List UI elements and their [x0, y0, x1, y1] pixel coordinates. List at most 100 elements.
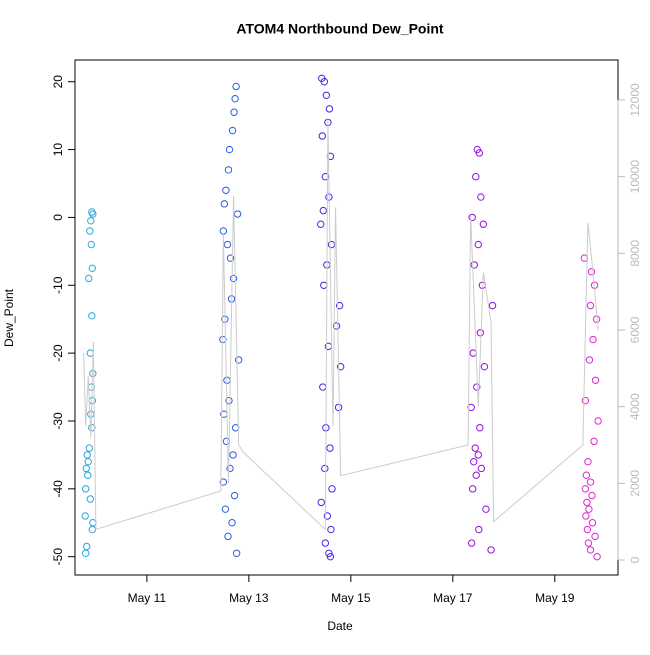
- y-tick-label: -10: [51, 276, 65, 294]
- point: [222, 186, 230, 194]
- point: [321, 464, 329, 473]
- point: [468, 485, 477, 493]
- y-tick-label: 20: [51, 75, 65, 89]
- point: [88, 312, 96, 320]
- point: [335, 301, 344, 310]
- point: [232, 549, 241, 557]
- point: [581, 485, 590, 493]
- point: [488, 301, 497, 310]
- point: [318, 132, 326, 140]
- point: [323, 512, 332, 520]
- point: [584, 539, 593, 547]
- point: [582, 512, 590, 520]
- point: [83, 451, 91, 459]
- y-tick-label: -20: [51, 344, 65, 362]
- point: [328, 485, 336, 493]
- point: [583, 525, 592, 534]
- point: [320, 78, 329, 86]
- y2-tick-label: 0: [628, 556, 642, 563]
- point: [317, 498, 325, 507]
- point: [474, 451, 482, 459]
- point: [472, 173, 480, 181]
- point: [587, 267, 596, 276]
- point: [477, 193, 485, 201]
- y2-tick-label: 12000: [628, 83, 642, 117]
- point: [475, 149, 484, 157]
- point: [476, 424, 484, 432]
- point: [588, 491, 596, 500]
- point: [322, 91, 331, 99]
- point: [326, 552, 335, 561]
- point: [470, 261, 478, 269]
- point: [593, 552, 601, 561]
- point: [472, 471, 480, 479]
- point: [83, 542, 91, 551]
- point: [87, 410, 95, 418]
- point: [88, 525, 97, 534]
- y2-tick-label: 10000: [628, 160, 642, 194]
- point: [582, 471, 591, 479]
- point: [327, 240, 336, 249]
- point: [591, 376, 600, 384]
- point: [594, 417, 602, 425]
- chart-title: ATOM4 Northbound Dew_Point: [236, 21, 443, 37]
- point: [88, 264, 97, 273]
- point: [336, 362, 345, 371]
- point: [229, 451, 237, 459]
- point: [482, 505, 490, 513]
- point: [226, 254, 235, 262]
- point: [224, 166, 233, 174]
- point: [81, 512, 89, 520]
- x-tick-label: May 19: [535, 591, 575, 605]
- point: [471, 444, 479, 452]
- point: [321, 539, 330, 547]
- point: [475, 525, 483, 534]
- y-tick-label: 10: [51, 143, 65, 157]
- point: [89, 210, 97, 218]
- point: [584, 457, 592, 466]
- point: [473, 383, 481, 391]
- point: [325, 105, 334, 113]
- point: [85, 444, 93, 452]
- point: [585, 356, 594, 364]
- x-axis-label: Date: [327, 619, 353, 633]
- point: [228, 519, 236, 527]
- plot-frame: [74, 59, 619, 576]
- point: [82, 549, 90, 557]
- point: [229, 274, 238, 283]
- point: [586, 546, 595, 554]
- point: [589, 335, 597, 344]
- point: [86, 495, 94, 503]
- point: [219, 227, 228, 235]
- y2-tick-label: 8000: [628, 240, 642, 267]
- point: [225, 145, 234, 154]
- point: [479, 220, 488, 228]
- altitude-line: [83, 119, 599, 531]
- point: [591, 532, 599, 541]
- point: [477, 464, 486, 473]
- x-tick-label: May 11: [128, 591, 167, 605]
- point: [87, 240, 96, 249]
- point: [86, 227, 94, 235]
- point: [84, 457, 92, 466]
- point: [468, 213, 476, 222]
- point: [230, 108, 238, 116]
- point: [224, 532, 232, 541]
- point: [230, 491, 239, 500]
- point: [586, 301, 595, 310]
- point: [222, 437, 231, 446]
- point: [233, 210, 242, 218]
- x-tick-label: May 13: [229, 591, 269, 605]
- point: [232, 82, 240, 91]
- point: [586, 478, 595, 486]
- point: [82, 485, 90, 493]
- point: [474, 240, 482, 249]
- point: [219, 478, 228, 486]
- y-tick-label: -50: [51, 548, 65, 566]
- y2-tick-label: 4000: [628, 393, 642, 420]
- point: [219, 335, 227, 344]
- point: [590, 437, 598, 446]
- point: [585, 505, 593, 513]
- point: [220, 200, 229, 208]
